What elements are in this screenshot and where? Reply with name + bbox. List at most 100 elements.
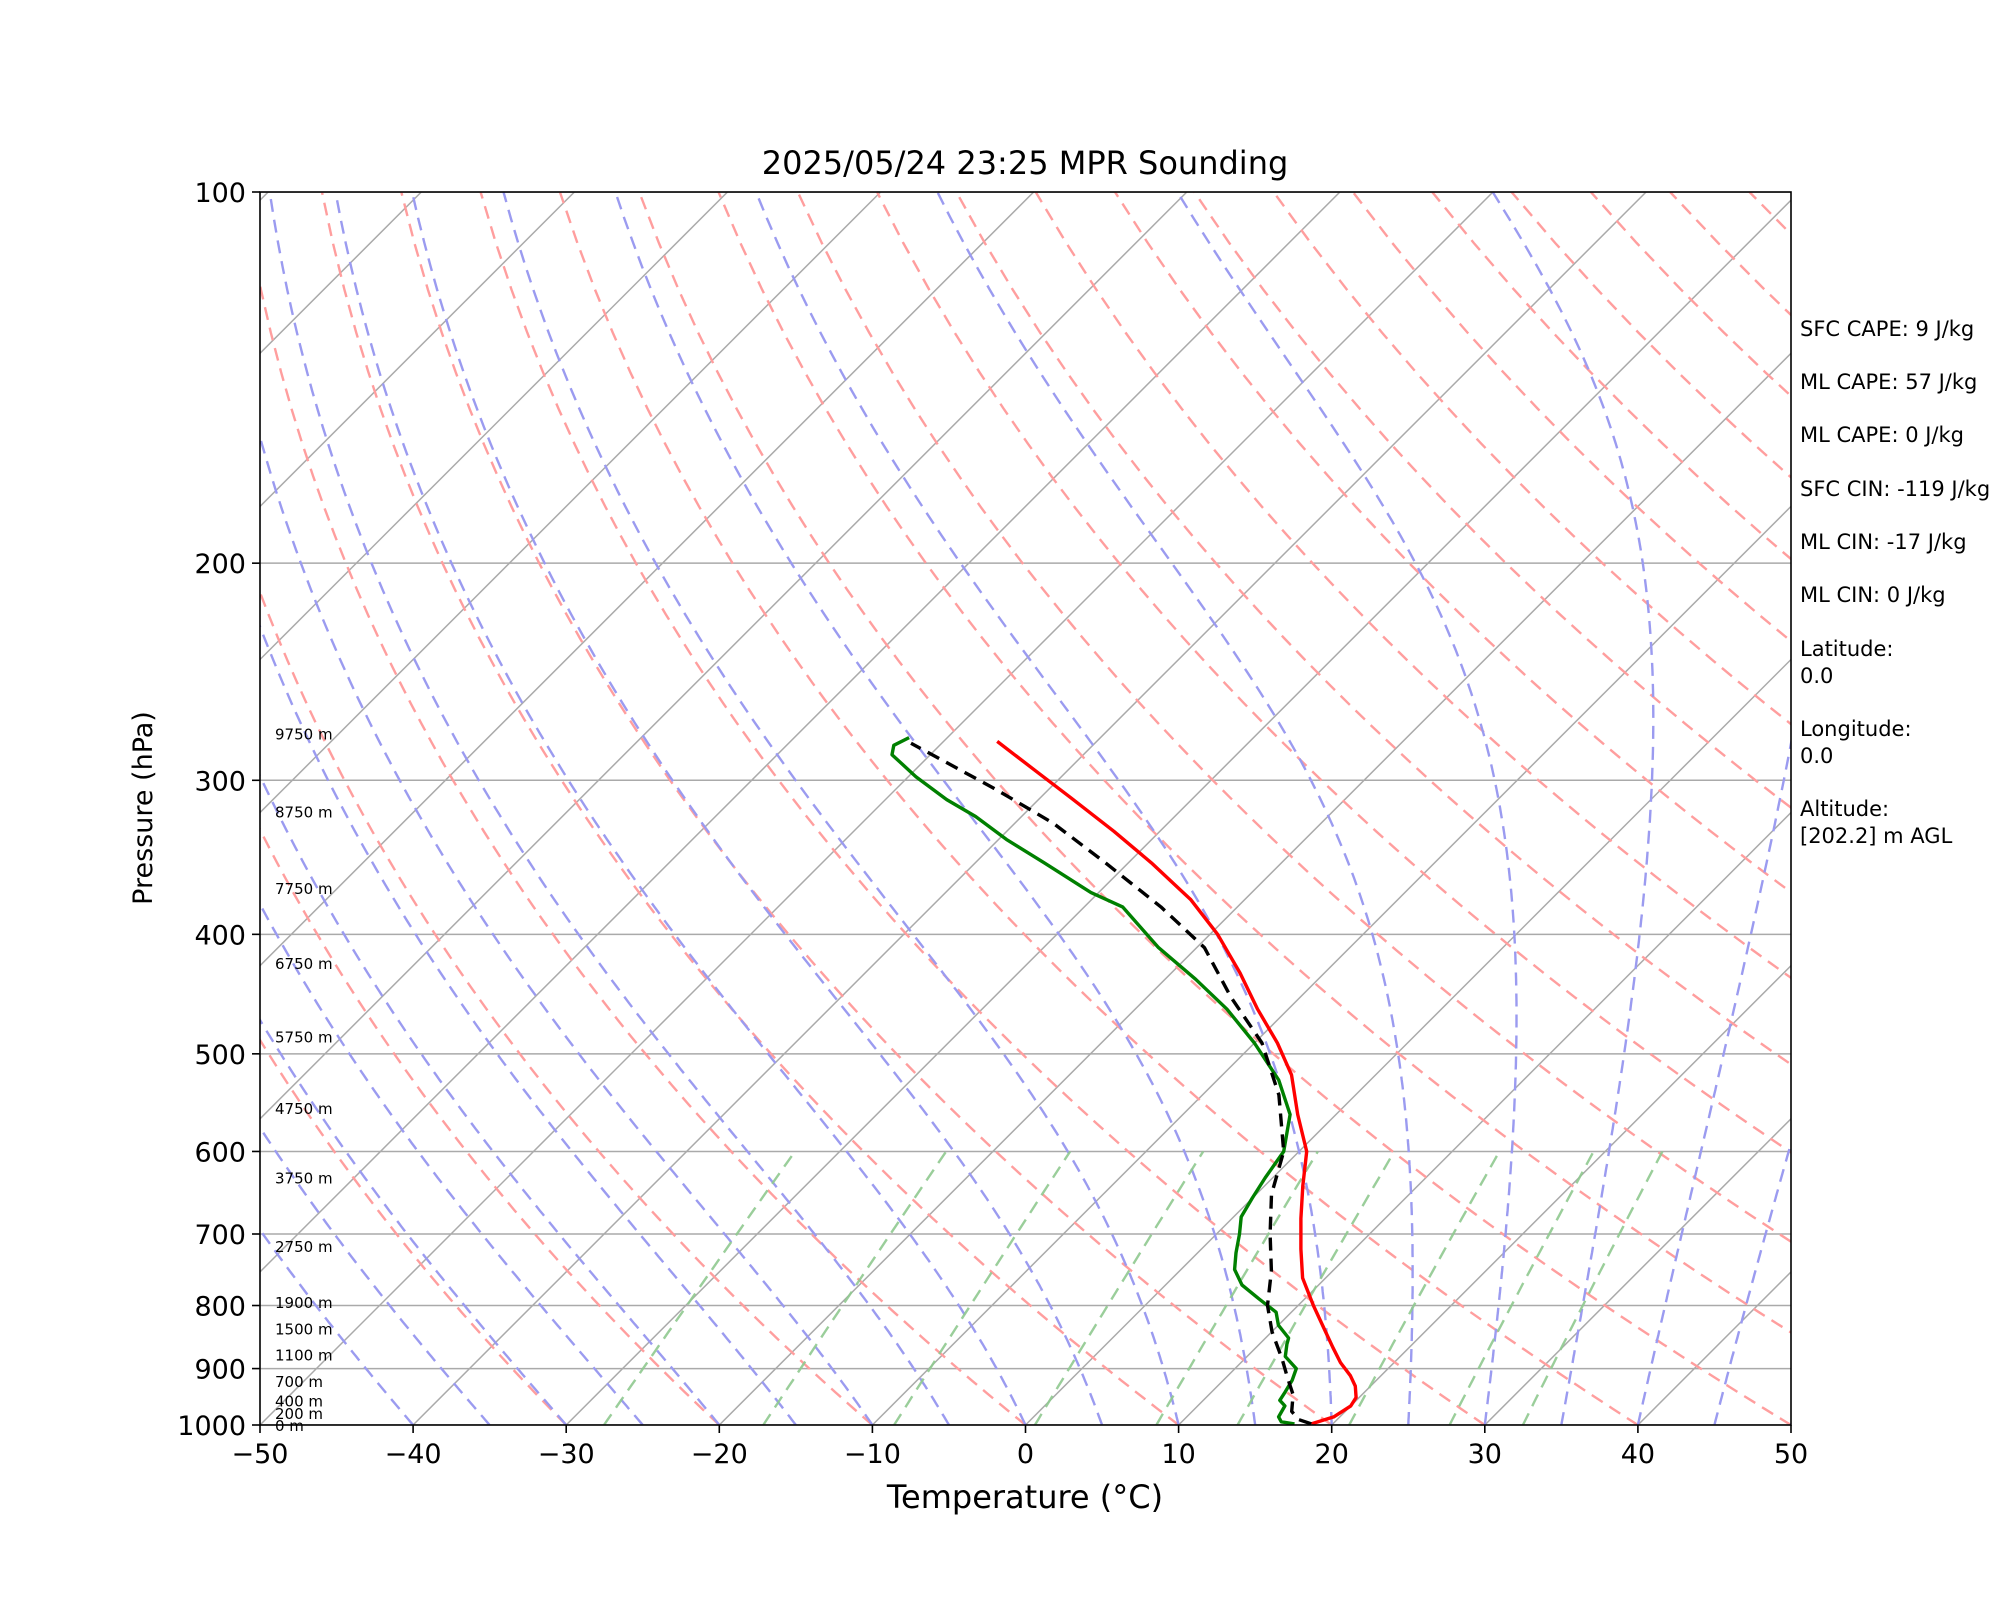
moist-adiabat-line: [334, 192, 1027, 1425]
parcel-profile: [910, 741, 1312, 1425]
dry-adiabat-line: [558, 192, 1639, 1425]
mixing-ratio-line: [1033, 1150, 1205, 1425]
height-label: 1900 m: [275, 1294, 333, 1312]
background-lines: [260, 192, 1791, 1425]
y-tick-label: 300: [194, 766, 246, 797]
mixing-ratio-line: [1448, 1150, 1595, 1425]
moist-adiabat-line: [936, 192, 1414, 1425]
stat-latitude: Latitude: 0.0: [1800, 637, 1894, 688]
height-label: 9750 m: [275, 726, 333, 744]
moist-adiabat-line: [260, 1125, 491, 1425]
x-tick-label: −20: [691, 1439, 748, 1470]
chart-title: 2025/05/24 23:25 MPR Sounding: [762, 144, 1289, 182]
mixing-ratio-line: [893, 1150, 1072, 1425]
isotherm-line: [260, 192, 1494, 1425]
height-label: 7750 m: [275, 880, 333, 898]
y-tick-label: 400: [194, 920, 246, 951]
isotherm-line: [565, 199, 1791, 1425]
moist-adiabat-line: [1713, 1138, 1791, 1425]
isotherm-line: [260, 192, 575, 508]
x-tick-label: −50: [232, 1439, 289, 1470]
height-label: 4750 m: [275, 1100, 333, 1118]
moist-adiabat-line: [260, 432, 874, 1425]
mixing-ratio-line: [1348, 1150, 1501, 1425]
dry-adiabat-line: [260, 279, 1027, 1425]
moist-adiabat-line: [260, 1227, 415, 1425]
mixing-ratio-line: [762, 1150, 948, 1425]
isotherm-line: [260, 192, 1188, 1120]
dry-adiabat-line: [260, 589, 874, 1425]
x-tick-label: 0: [1017, 1439, 1034, 1470]
mixing-ratio-line: [1521, 1150, 1664, 1425]
x-tick-label: −30: [538, 1439, 595, 1470]
x-tick-label: 50: [1774, 1439, 1808, 1470]
x-axis-label: Temperature (°C): [886, 1478, 1163, 1516]
stat-sfc-cin: SFC CIN: -119 J/kg: [1800, 477, 1991, 501]
height-label: 5750 m: [275, 1028, 333, 1046]
dry-adiabat-line: [955, 192, 1791, 1066]
height-label: 1100 m: [275, 1347, 333, 1365]
moist-adiabat-line: [260, 901, 644, 1425]
stat-ml-cin: ML CIN: -17 J/kg: [1800, 530, 1967, 554]
y-tick-label: 600: [194, 1137, 246, 1168]
x-tick-label: −40: [385, 1439, 442, 1470]
isotherm-line: [1024, 658, 1791, 1425]
dry-adiabat-line: [1034, 192, 1791, 980]
isotherm-line: [260, 192, 729, 661]
dry-adiabat-line: [479, 192, 1486, 1425]
x-tick-label: −10: [844, 1439, 901, 1470]
isotherm-line: [1178, 811, 1791, 1425]
height-label: 3750 m: [275, 1170, 333, 1188]
stat-ml-cape: ML CAPE: 57 J/kg: [1800, 370, 1978, 394]
isotherm-line: [260, 192, 1035, 967]
y-tick-label: 100: [194, 178, 246, 209]
y-axis-ticks: 100 200 300 400 500 600 700 800 900 1000: [177, 178, 260, 1442]
isotherm-line: [1484, 1117, 1791, 1425]
isotherm-line: [1331, 964, 1791, 1425]
dewpoint-profile: [890, 736, 1298, 1425]
moist-adiabat-line: [268, 192, 951, 1425]
stat-ml-cape-2: ML CAPE: 0 J/kg: [1800, 423, 1965, 447]
stat-sfc-cape: SFC CAPE: 9 J/kg: [1800, 317, 1975, 341]
y-tick-label: 800: [194, 1292, 246, 1323]
x-tick-label: 10: [1161, 1439, 1195, 1470]
moist-adiabat-line: [1176, 192, 1518, 1425]
moist-adiabat-line: [260, 623, 797, 1425]
y-tick-label: 500: [194, 1040, 246, 1071]
height-label: 1500 m: [275, 1320, 333, 1338]
isotherm-line: [260, 192, 1341, 1273]
height-label: 200 m: [275, 1405, 323, 1423]
y-tick-label: 700: [194, 1220, 246, 1251]
stat-longitude: Longitude: 0.0: [1800, 717, 1912, 768]
dry-adiabat-line: [796, 192, 1791, 1244]
moist-adiabat-line: [614, 192, 1257, 1425]
moist-adiabat-line: [1491, 192, 1655, 1425]
isotherm-line: [718, 352, 1791, 1425]
y-tick-label: 1000: [177, 1411, 246, 1442]
x-tick-label: 30: [1468, 1439, 1502, 1470]
dry-adiabat-line: [638, 192, 1791, 1425]
moist-adiabat-line: [410, 192, 1104, 1425]
height-label: 400 m: [275, 1392, 323, 1410]
mixing-ratio-line: [603, 1150, 796, 1425]
y-tick-label: 900: [194, 1355, 246, 1386]
moist-adiabat-line: [260, 773, 721, 1425]
height-label: 2750 m: [275, 1238, 333, 1256]
stat-ml-cin-2: ML CIN: 0 J/kg: [1800, 583, 1946, 607]
x-tick-label: 40: [1621, 1439, 1655, 1470]
mixing-ratio-line: [1155, 1150, 1319, 1425]
moist-adiabat-line: [502, 192, 1180, 1425]
y-tick-label: 200: [194, 549, 246, 580]
dry-adiabat-line: [260, 827, 721, 1425]
mixing-ratio-line: [1236, 1150, 1396, 1425]
height-label: 0 m: [275, 1417, 304, 1435]
dry-adiabat-line: [1193, 192, 1791, 810]
dry-adiabat-line: [320, 192, 1180, 1425]
stat-altitude: Altitude: [202.2] m AGL: [1800, 797, 1953, 848]
temperature-profile: [996, 740, 1358, 1425]
sounding-profiles: [890, 736, 1358, 1425]
isotherm-line: [260, 192, 882, 814]
height-label: 700 m: [275, 1373, 323, 1391]
